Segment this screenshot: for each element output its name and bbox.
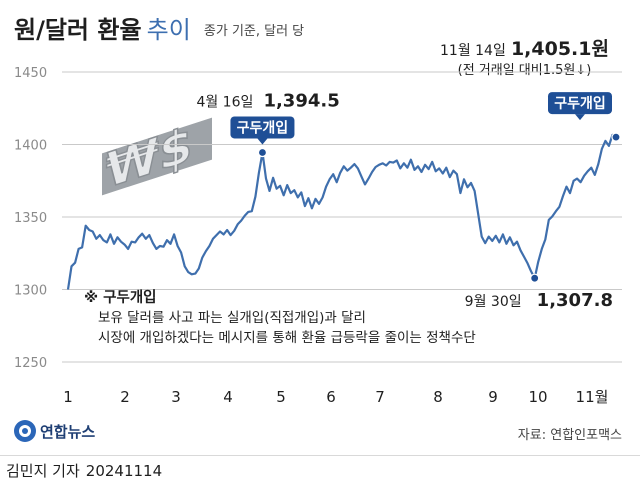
exchange-rate-line bbox=[66, 133, 617, 290]
chart-title: 원/달러 환율 추이 종가 기준, 달러 당 bbox=[14, 10, 304, 45]
publisher-logo: 연합뉴스 bbox=[14, 420, 95, 442]
last-date: 11월 14일 bbox=[440, 43, 506, 59]
last-change: (전 거래일 대비1.5원↓) bbox=[457, 63, 592, 78]
publish-date: 20241114 bbox=[85, 462, 163, 480]
y-tick-label: 1400 bbox=[14, 139, 47, 154]
last-value: 1,405.1원 bbox=[510, 38, 609, 60]
y-tick-label: 1350 bbox=[14, 211, 47, 226]
y-tick-label: 1300 bbox=[14, 284, 47, 299]
x-tick-label: 8 bbox=[433, 388, 443, 406]
peak-date-label: 4월 16일 bbox=[196, 94, 253, 110]
intervention-badge bbox=[230, 116, 295, 139]
x-tick-label: 3 bbox=[171, 388, 181, 406]
intervention-badge-label: 구두개입 bbox=[554, 96, 606, 112]
data-point-marker bbox=[257, 147, 268, 158]
trough-date-label: 9월 30일 bbox=[465, 294, 522, 310]
x-tick-label: 6 bbox=[326, 388, 336, 406]
chart-card: 원/달러 환율 추이 종가 기준, 달러 당 11월 14일 1,405.1원 … bbox=[14, 10, 622, 443]
byline: 김민지 기자 20241114 bbox=[6, 460, 162, 481]
note-line-2: 시장에 개입하겠다는 메시지를 통해 환율 급등락을 줄이는 정책수단 bbox=[98, 330, 476, 346]
title-note: 종가 기준, 달러 당 bbox=[203, 24, 305, 39]
intervention-badge-pointer bbox=[575, 114, 585, 121]
currency-icon: ₩$ bbox=[102, 114, 212, 200]
peak-value-label: 1,394.5 bbox=[263, 90, 339, 111]
x-tick-label: 5 bbox=[276, 388, 286, 406]
data-point-marker bbox=[530, 273, 540, 283]
logo-text: 연합뉴스 bbox=[40, 422, 96, 441]
footer-bar bbox=[0, 455, 640, 496]
intervention-note: ※ 구두개입 보유 달러를 사고 파는 실개입(직접개입)과 달리 시장에 개입… bbox=[84, 288, 476, 348]
author: 김민지 기자 bbox=[6, 462, 80, 480]
y-tick-label: 1450 bbox=[14, 66, 47, 81]
title-main: 원/달러 환율 bbox=[14, 16, 142, 44]
logo-icon bbox=[14, 420, 36, 442]
trough-value-label: 1,307.8 bbox=[537, 290, 613, 311]
line-chart: ₩$ 1450 1400 1350 1300 1250 1 2 3 4 5 6 7 8 9 10 11월 4… bbox=[14, 66, 622, 406]
x-tick-label: 9 bbox=[488, 388, 498, 406]
intervention-badge-label: 구두개입 bbox=[237, 120, 289, 136]
intervention-badge-pointer bbox=[257, 138, 268, 145]
x-tick-label: 2 bbox=[120, 388, 130, 406]
x-tick-label: 11월 bbox=[576, 388, 609, 406]
data-source: 자료: 연합인포맥스 bbox=[517, 428, 622, 443]
svg-text:₩$: ₩$ bbox=[106, 115, 192, 200]
x-tick-label: 7 bbox=[375, 388, 385, 406]
title-suffix: 추이 bbox=[146, 16, 191, 44]
x-tick-label: 10 bbox=[528, 388, 547, 406]
x-tick-label: 4 bbox=[223, 388, 233, 406]
y-tick-label: 1250 bbox=[14, 356, 47, 371]
data-point-marker bbox=[611, 132, 621, 142]
note-line-1: 보유 달러를 사고 파는 실개입(직접개입)과 달리 bbox=[98, 310, 366, 326]
intervention-badge bbox=[548, 92, 612, 115]
last-value-callout: 11월 14일 1,405.1원 (전 거래일 대비1.5원↓) bbox=[440, 34, 609, 78]
note-title: ※ 구두개입 bbox=[84, 290, 157, 306]
x-tick-label: 1 bbox=[63, 388, 73, 406]
